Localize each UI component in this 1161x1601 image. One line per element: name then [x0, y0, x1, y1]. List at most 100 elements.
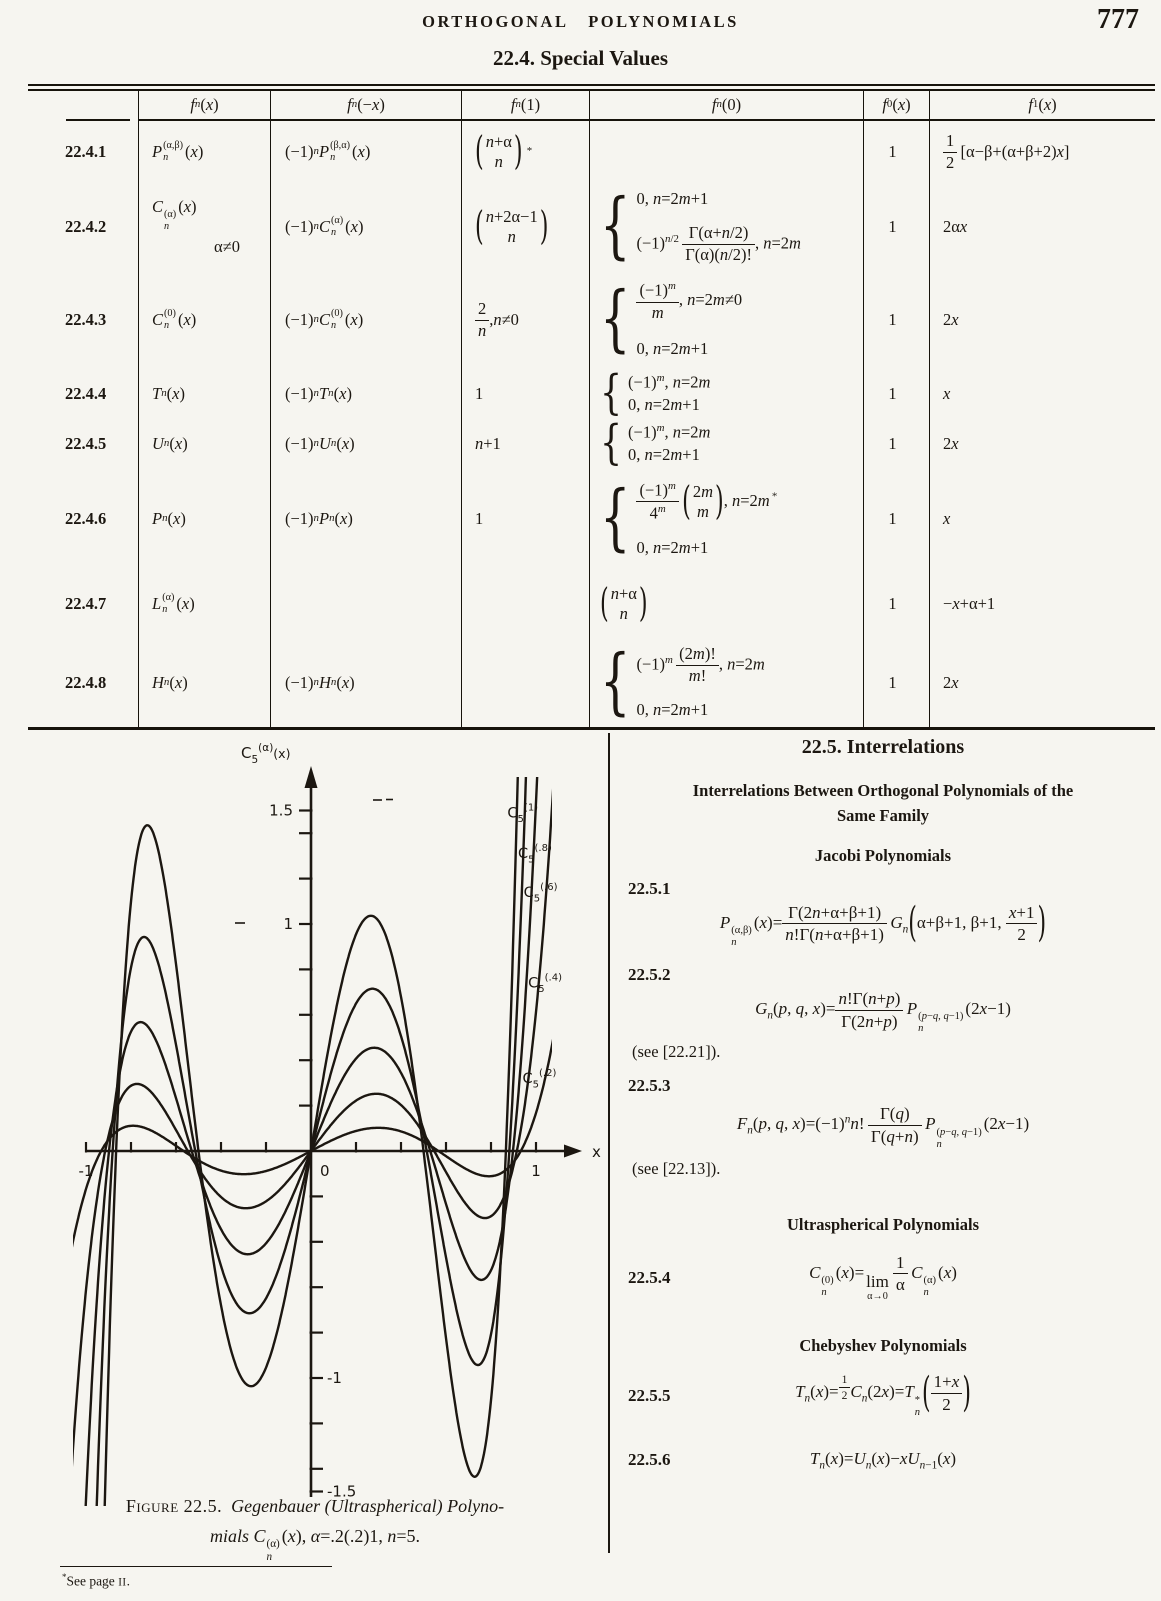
figure-22-5: -1 0 1 1.5 1 -1 -1.5 x C5(α)(x) C5(1) C5(.8) C5(.6)… — [55, 731, 615, 1509]
equation-2254: 22.5.4 C (0) n (x)= lim α→0 1 α C (α) n (x) — [618, 1253, 1148, 1303]
figure-caption-line2: mials C (α) n (x), α=.2(.2)1, n=5. — [209, 1525, 421, 1564]
running-head: ORTHOGONAL POLYNOMIALS — [422, 12, 739, 31]
section-225-title: 22.5. Interrelations — [801, 736, 965, 758]
row-label: 22.4.5 — [28, 419, 139, 469]
page-number: 777 — [1097, 4, 1139, 35]
table-cell — [462, 639, 590, 727]
table-cell: C (α) n (x) α≠0 — [139, 183, 271, 271]
equation-body: Tn(x)=Un(x)−xUn−1(x) — [809, 1448, 957, 1472]
equation-number-2253: 22.5.3 — [628, 1076, 671, 1096]
column-header-0 — [28, 91, 139, 121]
table-cell: 1 — [864, 419, 930, 469]
curve-alpha-0.2 — [73, 1038, 552, 1248]
column-header-2: f n (− x) — [271, 91, 462, 121]
column-header-3: f n (1) — [462, 91, 590, 121]
table-cell: 1 — [864, 469, 930, 569]
table-cell: {0, n=2m+1 (−1)n/2 Γ(α+n/2) Γ(α)(n/2)!, n=… — [590, 183, 864, 271]
column-header-4: f n (0) — [590, 91, 864, 121]
table-cell — [590, 121, 864, 183]
figure-caption: Figure 22.5. Gegenbauer (Ultraspherical)… — [30, 1492, 600, 1564]
y-tick-label: -1 — [327, 1369, 342, 1387]
table-cell: {(−1)m (2m)! m!, n=2m 0, n=2m+1 — [590, 639, 864, 727]
table-cell: P (α,β) n(x) — [139, 121, 271, 183]
row-label: 22.4.8 — [28, 639, 139, 727]
equation-number: 22.5.6 — [628, 1449, 671, 1469]
curve-label-alpha-0.8: C5(.8) — [518, 843, 552, 866]
section-225-subtitle: Interrelations Between Orthogonal Polyno… — [692, 781, 1074, 825]
interrelations-column: 22.5. Interrelations Interrelations Betwe… — [618, 736, 1148, 1477]
table-cell: x — [943, 383, 951, 403]
table-cell: 1 — [864, 121, 930, 183]
row-label: 22.4.7 — [28, 569, 139, 639]
see-reference-2221: (see [22.21]). — [632, 1042, 721, 1062]
table-cell: 1 — [864, 369, 930, 419]
figure-chart: -1 0 11.51-1-1.5xC5(α)(x)C5(1)C5(.8)C5(.6)… — [73, 742, 601, 1506]
table-cell: 1 — [864, 183, 930, 271]
table-cell: 1 — [462, 469, 590, 569]
table-cell: L (α) n(x) — [139, 569, 271, 639]
equation-number: 22.5.5 — [628, 1385, 671, 1405]
x-tick-label: 0 — [320, 1162, 330, 1180]
y-tick-label: 1.5 — [269, 802, 293, 820]
table-cell: (−1) n C (0) n(x) — [271, 271, 462, 369]
table-cell: 2α x — [943, 216, 968, 236]
table-cell: 1 — [864, 639, 930, 727]
table-cell: (−1) n C (α) n(x) — [271, 183, 462, 271]
curve-label-alpha-0.2: C5(.2) — [523, 1068, 557, 1091]
equation-number-2251: 22.5.1 — [628, 878, 671, 898]
table-cell: (n+2α−1 n) — [462, 183, 590, 271]
footnote-rule — [60, 1566, 332, 1567]
section-224-title: 22.4. Special Values — [492, 46, 669, 70]
curve-label-alpha-0.4: C5(.4) — [528, 973, 562, 996]
table-cell: C (0) n(x) — [139, 271, 271, 369]
heading-ultraspherical: Ultraspherical Polynomials — [786, 1214, 980, 1234]
equation-2256: 22.5.6 Tn(x)=Un(x)−xUn−1(x) — [618, 1443, 1148, 1477]
special-values-table: f n(x) f n (− x) f n (1) f n (0) f 0(x) f 1(x) 22.4.1 P (α… — [28, 84, 1155, 730]
table-cell: − x +α+1 — [943, 593, 996, 613]
curve-label-alpha-0.6: C5(.6) — [524, 882, 558, 905]
figure-caption-line1: Figure 22.5. Gegenbauer (Ultraspherical)… — [125, 1496, 505, 1516]
y-axis-arrow-icon — [304, 766, 318, 788]
equation-2255: 22.5.5 Tn(x)= 1 2 Cn(2x)=T * n(1+x 2) — [618, 1368, 1148, 1418]
column-header-1: f n(x) — [139, 91, 271, 121]
y-tick-label: -1.5 — [327, 1483, 356, 1501]
equation-number: 22.5.4 — [628, 1267, 671, 1287]
table-cell: n +1 — [462, 419, 590, 469]
row-label: 22.4.6 — [28, 469, 139, 569]
table-cell: 1 — [462, 369, 590, 419]
row-label: 22.4.1 — [28, 121, 139, 183]
column-header-6: f 1(x) — [930, 91, 1155, 121]
table-cell: 1 — [864, 569, 930, 639]
see-reference-2213: (see [22.13]). — [632, 1158, 721, 1178]
x-axis-label: x — [592, 1143, 601, 1161]
x-axis-arrow-icon — [564, 1144, 582, 1158]
y-axis-label: C5(α)(x) — [241, 742, 290, 766]
equation-2253: Fn(p, q, x)=(−1)nn! Γ(q) Γ(q+n) P (p−q, q−… — [736, 1104, 1030, 1150]
table-cell — [462, 569, 590, 639]
equation-body: Tn(x)= 1 2 Cn(2x)=T * n(1+x 2) — [795, 1368, 971, 1418]
column-header-5: f 0(x) — [864, 91, 930, 121]
y-tick-label: 1 — [283, 915, 293, 933]
curve-label-alpha-1: C5(1) — [507, 802, 538, 825]
table-cell: {(−1)m, n=2m 0, n=2m+1 — [590, 419, 864, 469]
equation-2251: P (α,β) n (x)= Γ(2n+α+β+1) n!Γ(n+α+β+1) Gn(α+… — [719, 899, 1047, 948]
table-cell: {(−1)m, n=2m 0, n=2m+1 — [590, 369, 864, 419]
table-cell: (−1) n P (β,α) n(x) — [271, 121, 462, 183]
heading-jacobi: Jacobi Polynomials — [814, 845, 952, 865]
table-cell: (n+α n) — [590, 569, 864, 639]
table-cell: 1 — [864, 271, 930, 369]
table-cell: (n+α n) * — [462, 121, 590, 183]
heading-chebyshev: Chebyshev Polynomials — [799, 1336, 967, 1356]
